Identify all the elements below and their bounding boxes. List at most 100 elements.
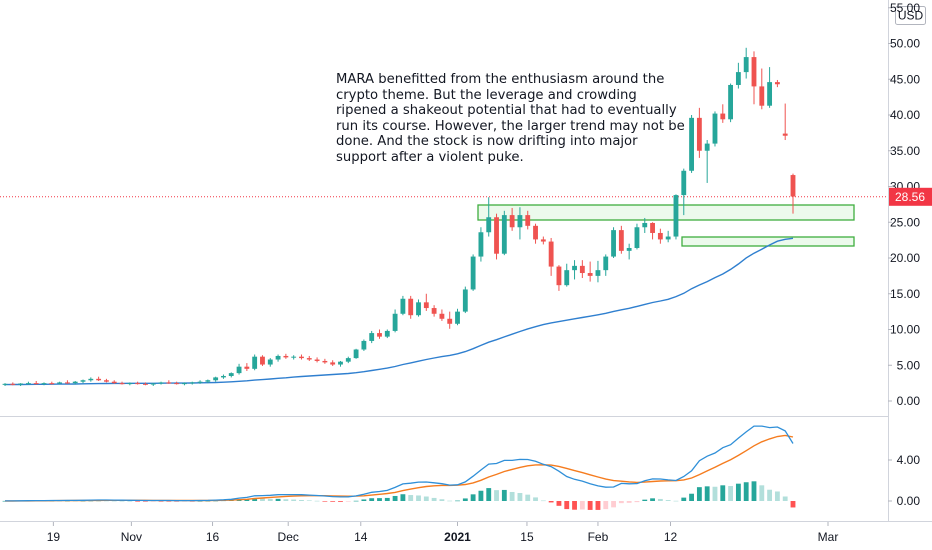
candle: [774, 79, 780, 88]
histogram-bar: [306, 500, 312, 501]
candle-body: [416, 302, 421, 316]
histogram-bar: [790, 501, 796, 508]
x-tick-label: Feb: [588, 530, 609, 544]
candle: [275, 354, 281, 362]
y-tick-label: 35.00: [890, 144, 920, 158]
histogram-bar: [720, 485, 726, 501]
candle-body: [455, 311, 460, 324]
histogram-bar: [423, 496, 429, 501]
histogram-bar: [564, 501, 570, 510]
candle: [384, 329, 390, 339]
candle-body: [174, 383, 180, 385]
candle: [439, 309, 445, 321]
support-zone-lower: [681, 236, 855, 247]
candle: [158, 381, 164, 385]
candle-body: [423, 302, 429, 309]
histogram-bar: [587, 501, 593, 510]
y-tick-label: 10.00: [890, 323, 920, 337]
candle-body: [470, 256, 476, 290]
x-tick-label: Mar: [818, 530, 839, 544]
moving-average-line: [4, 237, 794, 386]
histogram-bar: [759, 485, 765, 501]
histogram-bar: [642, 499, 648, 501]
candle: [533, 223, 538, 244]
histogram-bar: [260, 498, 265, 501]
candle: [759, 68, 765, 110]
candle: [572, 260, 577, 280]
histogram-bar: [774, 491, 780, 501]
candle-body: [197, 381, 203, 383]
candle: [345, 356, 351, 364]
histogram-bar: [291, 499, 297, 501]
histogram-bar: [478, 490, 484, 501]
candle-body: [611, 230, 616, 257]
candle: [540, 236, 546, 245]
y-tick-label: 15.00: [890, 287, 920, 301]
candle-body: [595, 270, 601, 276]
histogram-bar: [322, 501, 328, 502]
signal-line: [5, 434, 794, 502]
candle: [501, 210, 507, 256]
candle: [369, 330, 375, 344]
histogram-bar: [119, 500, 125, 502]
candle: [174, 381, 180, 385]
histogram-bar: [548, 501, 554, 503]
candle-body: [135, 383, 141, 385]
histogram-bar: [618, 501, 624, 504]
candle-body: [306, 358, 312, 360]
candle: [392, 309, 398, 333]
candle: [735, 62, 741, 89]
candle-body: [782, 133, 788, 136]
macd-y-tick-label: 4.00: [897, 453, 921, 467]
candle: [416, 299, 421, 317]
candle-body: [10, 383, 16, 385]
candle: [478, 227, 484, 262]
candle-body: [673, 195, 679, 237]
candle-body: [314, 359, 320, 361]
candle: [665, 230, 671, 243]
candle: [2, 383, 8, 386]
candle: [564, 263, 570, 287]
candle-body: [681, 170, 687, 196]
candle-body: [80, 380, 86, 382]
candle: [579, 260, 585, 279]
candle-body: [579, 265, 585, 274]
candle: [556, 265, 562, 291]
candle-body: [64, 382, 70, 384]
candle: [306, 355, 312, 361]
candle-body: [712, 113, 718, 144]
y-tick-label: 40.00: [890, 108, 920, 122]
candle-body: [267, 359, 273, 365]
candle-body: [57, 382, 63, 384]
candle-body: [696, 117, 702, 151]
candle: [18, 383, 24, 386]
histogram-bar: [501, 489, 507, 501]
last-price-tag: [889, 187, 932, 206]
candle-body: [260, 356, 265, 365]
histogram-bar: [782, 496, 788, 501]
candle-body: [501, 215, 507, 254]
candle: [111, 380, 117, 384]
histogram-bar: [634, 501, 640, 503]
candle-body: [189, 382, 195, 384]
candle: [548, 237, 554, 276]
histogram-bar: [728, 486, 734, 501]
candle: [64, 380, 70, 384]
candle-body: [603, 256, 609, 271]
candle-body: [166, 382, 172, 384]
candle-body: [533, 225, 538, 240]
candle-body: [634, 227, 640, 248]
y-tick-label: 45.00: [890, 72, 920, 86]
candle-body: [642, 222, 648, 228]
candle-body: [41, 383, 47, 385]
x-tick-label: 15: [520, 530, 534, 544]
x-tick-label: 2021: [444, 530, 471, 544]
candle: [657, 228, 663, 244]
currency-box[interactable]: [895, 6, 926, 25]
candle: [213, 376, 219, 382]
candle: [33, 380, 39, 385]
histogram-bar: [751, 481, 757, 501]
candle: [236, 363, 242, 375]
candle-body: [228, 373, 234, 376]
